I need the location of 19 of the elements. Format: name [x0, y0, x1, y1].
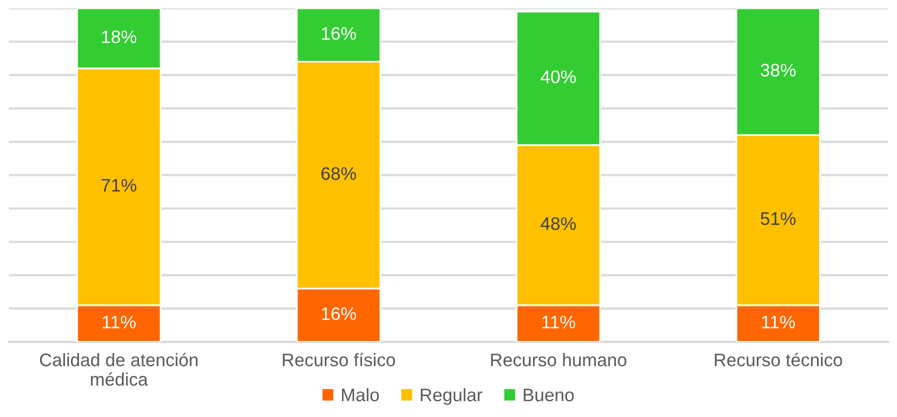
x-tick-label: Recurso técnico — [714, 352, 842, 366]
data-label: 40% — [540, 70, 576, 84]
data-label: 48% — [540, 217, 576, 230]
data-label: 16% — [322, 307, 356, 320]
data-label: 68% — [321, 167, 356, 180]
data-label: 11% — [542, 316, 576, 328]
legend-label: Regular — [420, 388, 482, 405]
data-label: 16% — [322, 27, 356, 40]
data-label: 18% — [102, 30, 136, 44]
x-tick-label: Calidad de atención médica — [40, 352, 198, 386]
legend-label: Bueno — [524, 388, 574, 402]
legend-label: Malo — [342, 388, 379, 402]
data-label: 11% — [762, 316, 795, 328]
data-label: 38% — [760, 64, 796, 77]
data-label: 51% — [760, 212, 796, 226]
data-label: 11% — [102, 316, 136, 328]
data-label: 71% — [102, 178, 136, 192]
x-tick-label: Recurso humano — [491, 353, 626, 366]
x-tick-label: Recurso físico — [282, 352, 396, 366]
